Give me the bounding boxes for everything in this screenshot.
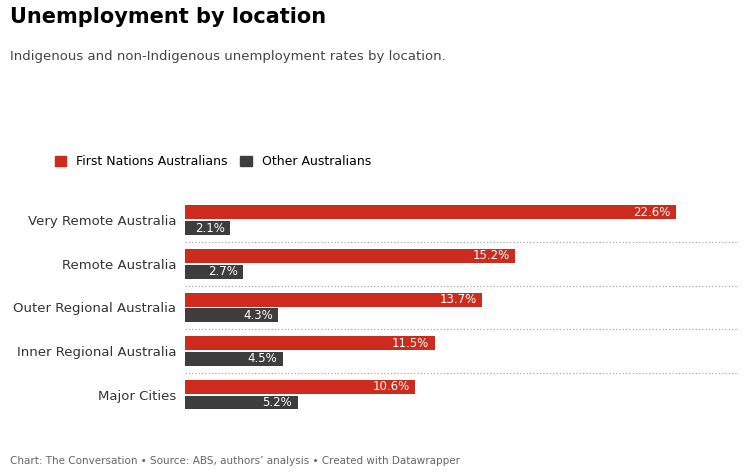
- Bar: [185, 352, 283, 366]
- Text: 4.5%: 4.5%: [247, 352, 277, 366]
- Text: 4.3%: 4.3%: [243, 309, 273, 322]
- Bar: [185, 336, 434, 350]
- Bar: [185, 293, 483, 307]
- Text: 11.5%: 11.5%: [392, 337, 429, 350]
- Bar: [185, 395, 298, 410]
- Text: 2.7%: 2.7%: [208, 265, 238, 278]
- Bar: [185, 221, 231, 235]
- Bar: [185, 205, 676, 219]
- Bar: [185, 265, 244, 279]
- Text: 15.2%: 15.2%: [473, 249, 510, 263]
- Legend: First Nations Australians, Other Australians: First Nations Australians, Other Austral…: [55, 156, 371, 168]
- Text: Unemployment by location: Unemployment by location: [10, 7, 326, 27]
- Text: 10.6%: 10.6%: [372, 380, 409, 394]
- Text: 13.7%: 13.7%: [440, 293, 477, 306]
- Text: 5.2%: 5.2%: [262, 396, 293, 409]
- Text: Indigenous and non-Indigenous unemployment rates by location.: Indigenous and non-Indigenous unemployme…: [10, 50, 446, 62]
- Text: 22.6%: 22.6%: [633, 206, 670, 219]
- Text: 2.1%: 2.1%: [195, 221, 225, 235]
- Bar: [185, 380, 415, 394]
- Bar: [185, 249, 515, 263]
- Bar: [185, 308, 278, 322]
- Text: Chart: The Conversation • Source: ABS, authors’ analysis • Created with Datawrap: Chart: The Conversation • Source: ABS, a…: [10, 456, 460, 466]
